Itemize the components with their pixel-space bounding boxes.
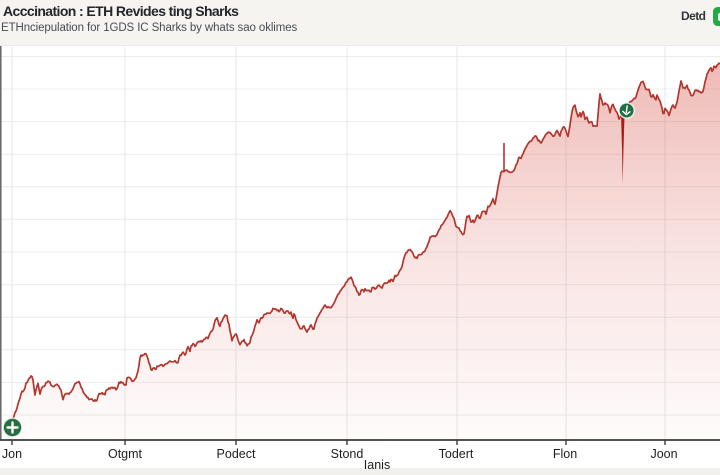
svg-text:Otgmt: Otgmt <box>108 447 143 461</box>
svg-text:Flon: Flon <box>553 447 577 461</box>
svg-text:Jon: Jon <box>2 447 22 461</box>
svg-text:Ianis: Ianis <box>364 458 390 472</box>
svg-text:Todert: Todert <box>439 447 474 461</box>
svg-text:Podect: Podect <box>217 447 256 461</box>
svg-text:Stond: Stond <box>331 447 364 461</box>
svg-text:Joon: Joon <box>650 447 677 461</box>
